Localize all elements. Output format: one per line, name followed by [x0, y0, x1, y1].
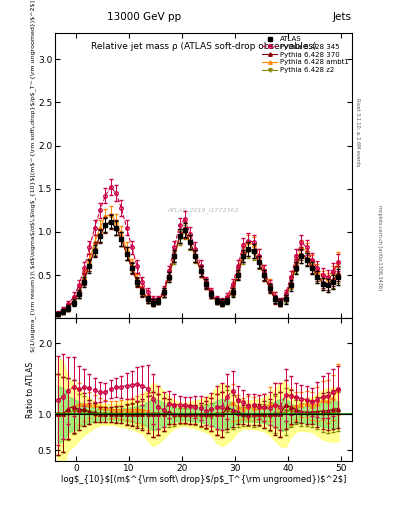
- Text: 13000 GeV pp: 13000 GeV pp: [107, 12, 181, 22]
- Legend: ATLAS, Pythia 6.428 345, Pythia 6.428 370, Pythia 6.428 ambt1, Pythia 6.428 z2: ATLAS, Pythia 6.428 345, Pythia 6.428 37…: [261, 35, 350, 74]
- Text: Rivet 3.1.10; ≥ 2.6M events: Rivet 3.1.10; ≥ 2.6M events: [356, 98, 361, 166]
- Text: Jets: Jets: [333, 12, 352, 22]
- Text: ATLAS_2019_I1772362: ATLAS_2019_I1772362: [168, 207, 239, 213]
- Text: mcplots.cern.ch [arXiv:1306.3436]: mcplots.cern.ch [arXiv:1306.3436]: [377, 205, 382, 289]
- X-axis label: log$_{10}$[(m$^{\rm soft\ drop}$/p$_T^{\rm ungroomed})$^2$]: log$_{10}$[(m$^{\rm soft\ drop}$/p$_T^{\…: [61, 475, 346, 484]
- Y-axis label: Ratio to ATLAS: Ratio to ATLAS: [26, 361, 35, 418]
- Y-axis label: $(1/\sigma_{\rm resum})\ $d$\sigma$/d$\,$log$_{10}$[(m$^{\rm soft\,drop}$/p$_T^{: $(1/\sigma_{\rm resum})\ $d$\sigma$/d$\,…: [31, 0, 37, 352]
- Text: Relative jet mass ρ (ATLAS soft-drop observables): Relative jet mass ρ (ATLAS soft-drop obs…: [91, 42, 316, 51]
